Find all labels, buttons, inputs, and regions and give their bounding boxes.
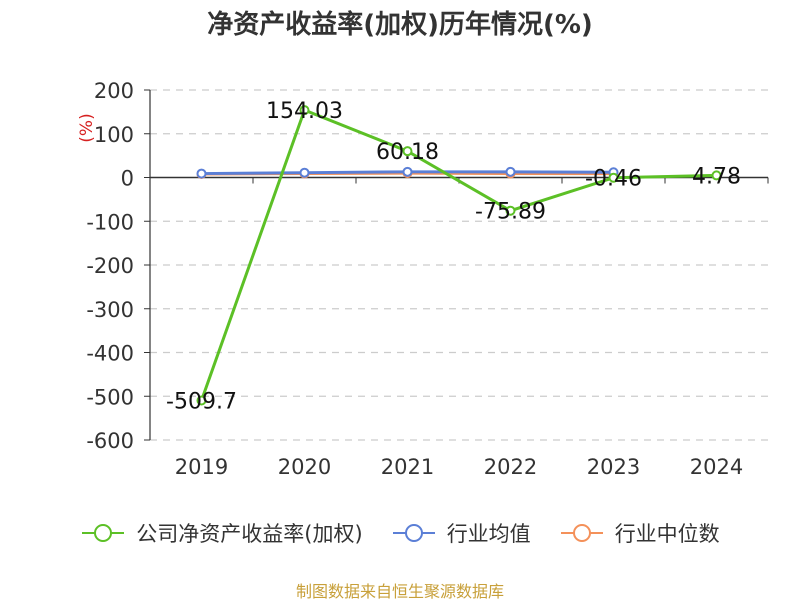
data-label: 60.18 — [376, 140, 439, 165]
y-tick-label: -400 — [86, 342, 134, 366]
legend-item-industry-mean[interactable]: 行业均值 — [391, 518, 531, 548]
data-label: 154.03 — [266, 99, 343, 124]
data-point-1 — [505, 166, 516, 177]
data-point-0 — [196, 395, 207, 406]
data-point-0 — [299, 105, 310, 116]
x-tick-label: 2024 — [690, 455, 743, 479]
x-tick-label: 2019 — [175, 455, 228, 479]
legend-marker-industry-median-icon — [560, 524, 603, 542]
x-tick-label: 2021 — [381, 455, 434, 479]
y-tick-label: -100 — [86, 210, 134, 234]
y-tick-label: -300 — [86, 298, 134, 322]
x-tick-label: 2022 — [484, 455, 537, 479]
legend-item-company[interactable]: 公司净资产收益率(加权) — [80, 518, 363, 548]
data-label: -0.46 — [585, 167, 642, 192]
data-point-1 — [299, 167, 310, 178]
x-tick-label: 2020 — [278, 455, 331, 479]
data-point-0 — [608, 172, 619, 183]
y-tick-label: 200 — [94, 79, 134, 103]
y-tick-label: -600 — [86, 429, 134, 453]
data-point-0 — [505, 205, 516, 216]
y-tick-label: 0 — [121, 167, 134, 191]
legend-marker-industry-mean-icon — [392, 524, 435, 542]
legend-label-company: 公司净资产收益率(加权) — [136, 522, 363, 546]
y-tick-label: -500 — [86, 385, 134, 409]
line-chart: 200 100 0 -100 -200 -300 -400 -500 -600 2019 2020 2… — [77, 79, 769, 479]
data-source-note: 制图数据来自恒生聚源数据库 — [295, 582, 504, 601]
legend-label-industry-mean: 行业均值 — [446, 522, 531, 546]
legend: 公司净资产收益率(加权) 行业均值 行业中位数 — [0, 518, 800, 548]
legend-label-industry-median: 行业中位数 — [614, 522, 720, 546]
data-point-1 — [196, 168, 207, 179]
data-point-0 — [402, 146, 413, 157]
y-tick-label: 100 — [94, 123, 134, 147]
legend-marker-company-icon — [82, 524, 125, 542]
series-line-0 — [200, 108, 717, 401]
x-tick-label: 2023 — [587, 455, 640, 479]
data-label: 4.78 — [692, 164, 741, 189]
data-label: -509.7 — [166, 389, 237, 414]
legend-item-industry-median[interactable]: 行业中位数 — [559, 518, 720, 548]
y-tick-label: -200 — [86, 254, 134, 278]
y-axis-label: (%) — [77, 113, 97, 142]
data-point-1 — [402, 166, 413, 177]
chart-title: 净资产收益率(加权)历年情况(%) — [207, 10, 593, 40]
data-point-0 — [711, 170, 722, 181]
data-label: -75.89 — [475, 200, 546, 225]
